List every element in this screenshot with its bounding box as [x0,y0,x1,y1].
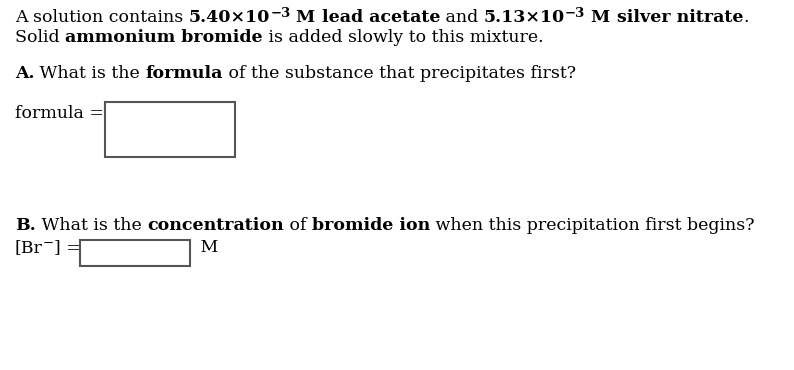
Text: M: M [195,239,218,256]
Text: concentration: concentration [147,217,283,234]
Text: What is the: What is the [34,65,146,82]
Text: is added slowly to this mixture.: is added slowly to this mixture. [263,29,543,46]
Text: 5.40×10: 5.40×10 [189,9,270,26]
Text: lead acetate: lead acetate [322,9,440,26]
Text: formula: formula [146,65,223,82]
Text: −: − [43,237,54,250]
Text: when this precipitation first begins?: when this precipitation first begins? [430,217,754,234]
Text: B.: B. [15,217,36,234]
Text: 5.13×10: 5.13×10 [484,9,565,26]
Text: M: M [291,9,322,26]
Text: A.: A. [15,65,34,82]
Text: ammonium bromide: ammonium bromide [65,29,263,46]
Text: M: M [585,9,617,26]
Text: .: . [743,9,749,26]
Text: ] =: ] = [54,239,81,256]
Text: What is the: What is the [36,217,147,234]
Text: A solution contains: A solution contains [15,9,189,26]
Text: of the substance that precipitates first?: of the substance that precipitates first… [223,65,576,82]
Text: and: and [440,9,484,26]
Text: of: of [283,217,311,234]
Text: silver nitrate: silver nitrate [617,9,743,26]
Text: −3: −3 [270,7,291,20]
Text: bromide ion: bromide ion [311,217,430,234]
Text: Solid: Solid [15,29,65,46]
Text: −3: −3 [565,7,585,20]
Text: formula =: formula = [15,105,104,122]
Text: [Br: [Br [15,239,43,256]
